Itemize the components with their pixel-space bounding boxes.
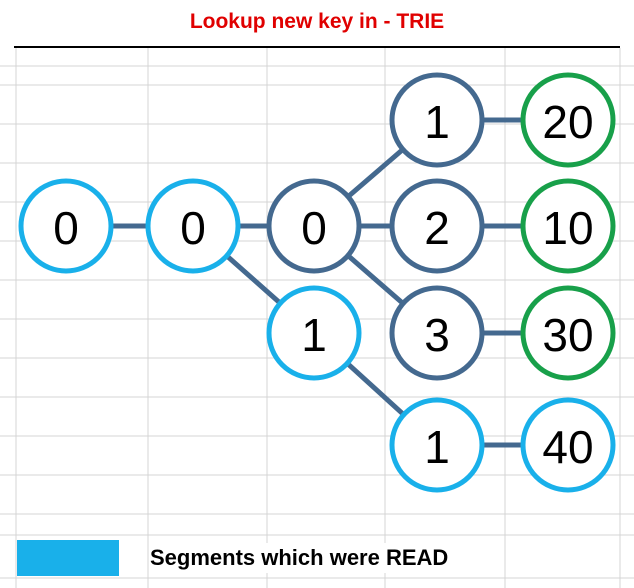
node-label: 1 (301, 309, 327, 361)
node-circle (266, 285, 362, 381)
node-label: 3 (424, 309, 450, 361)
node-label: 1 (424, 96, 450, 148)
title-underline (14, 46, 620, 48)
node-circle (145, 178, 241, 274)
node-circle (389, 72, 485, 168)
node-label: 1 (424, 421, 450, 473)
node-v40: 40 (520, 397, 616, 493)
node-root: 0 (18, 178, 114, 274)
node-circle (389, 178, 485, 274)
node-label: 0 (301, 202, 327, 254)
node-circle (520, 178, 616, 274)
node-v10: 10 (520, 178, 616, 274)
node-circle (18, 178, 114, 274)
node-n011: 1 (389, 397, 485, 493)
edges-layer (108, 117, 526, 448)
edge-n00-n001 (345, 146, 406, 200)
node-circle (520, 285, 616, 381)
node-n003: 3 (389, 285, 485, 381)
node-label: 2 (424, 202, 450, 254)
node-circle (266, 178, 362, 274)
legend-swatch-read (17, 540, 119, 576)
edge-n0-n01 (224, 253, 283, 306)
node-label: 0 (53, 202, 79, 254)
node-circle (520, 72, 616, 168)
node-circle (389, 285, 485, 381)
node-n002: 2 (389, 178, 485, 274)
edge-n01-n011 (344, 360, 407, 418)
diagram-title: Lookup new key in - TRIE (0, 6, 634, 38)
node-circle (520, 397, 616, 493)
edge-n00-n003 (345, 253, 406, 306)
node-label: 10 (542, 202, 593, 254)
node-n0: 0 (145, 178, 241, 274)
node-label: 20 (542, 96, 593, 148)
nodes-layer: 0 0 0 1 1 2 3 1 20 10 30 40 (18, 72, 616, 493)
node-v30: 30 (520, 285, 616, 381)
node-n01: 1 (266, 285, 362, 381)
node-circle (389, 397, 485, 493)
node-label: 40 (542, 421, 593, 473)
node-v20: 20 (520, 72, 616, 168)
node-label: 0 (180, 202, 206, 254)
node-n001: 1 (389, 72, 485, 168)
node-n00: 0 (266, 178, 362, 274)
legend-label: Segments which were READ (150, 543, 449, 573)
node-label: 30 (542, 309, 593, 361)
